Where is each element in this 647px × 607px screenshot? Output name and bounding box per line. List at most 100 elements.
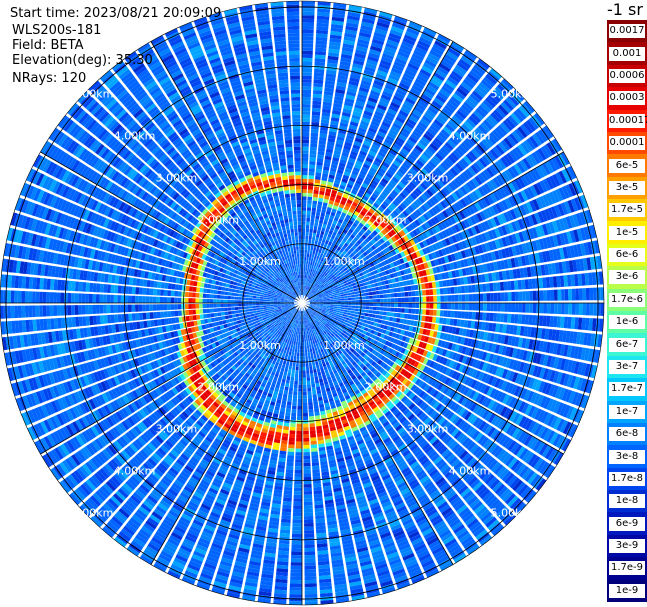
data-cell <box>388 446 397 453</box>
data-cell <box>443 409 452 418</box>
data-cell <box>312 469 320 474</box>
data-cell <box>341 318 346 322</box>
data-cell <box>539 395 548 408</box>
data-cell <box>558 330 564 342</box>
data-cell <box>335 342 340 347</box>
data-cell <box>383 303 388 307</box>
data-cell <box>401 303 405 308</box>
data-cell <box>340 347 345 353</box>
data-cell <box>391 332 397 338</box>
data-cell <box>409 320 415 326</box>
data-cell <box>445 512 457 523</box>
data-cell <box>379 343 385 349</box>
data-cell <box>428 468 439 478</box>
data-cell <box>469 459 479 470</box>
data-cell <box>458 407 466 417</box>
data-cell <box>579 378 587 392</box>
data-cell <box>576 332 582 345</box>
data-cell <box>383 325 388 330</box>
data-cell <box>304 334 306 339</box>
data-cell <box>295 459 302 463</box>
data-cell <box>400 487 411 496</box>
data-cell <box>431 345 438 353</box>
data-cell <box>209 308 214 313</box>
data-cell <box>544 328 550 340</box>
data-cell <box>379 361 386 368</box>
data-cell <box>302 345 305 350</box>
data-cell <box>399 318 404 324</box>
data-cell <box>445 350 451 358</box>
data-cell <box>491 343 497 353</box>
data-cell <box>514 429 524 441</box>
data-cell <box>434 441 443 450</box>
data-cell <box>303 448 310 453</box>
data-cell <box>311 307 315 310</box>
data-cell <box>330 350 335 355</box>
data-cell <box>318 315 323 319</box>
data-cell <box>290 562 302 566</box>
data-cell <box>342 341 347 346</box>
data-cell <box>344 307 348 310</box>
data-cell <box>530 422 540 435</box>
data-cell <box>471 462 482 473</box>
data-cell <box>288 444 295 449</box>
data-cell <box>339 328 344 332</box>
data-cell <box>401 354 407 361</box>
data-cell <box>421 374 429 382</box>
data-cell <box>376 425 384 432</box>
data-cell <box>477 486 488 497</box>
data-cell <box>307 337 311 342</box>
data-cell <box>384 340 390 346</box>
data-cell <box>448 326 453 334</box>
data-cell <box>477 434 486 445</box>
data-cell <box>460 468 471 479</box>
data-cell <box>512 479 523 492</box>
data-cell <box>346 323 351 327</box>
data-cell <box>350 331 355 336</box>
data-cell <box>336 359 341 365</box>
data-cell <box>480 341 487 350</box>
data-cell <box>390 419 399 426</box>
data-cell <box>487 519 500 531</box>
data-cell <box>539 367 546 379</box>
data-cell <box>421 392 429 401</box>
data-cell <box>252 310 257 314</box>
data-cell <box>484 424 493 435</box>
data-cell <box>234 306 239 311</box>
data-cell <box>372 334 377 340</box>
data-cell <box>412 376 419 384</box>
data-cell <box>418 341 424 348</box>
data-cell <box>303 331 306 335</box>
data-cell <box>395 391 403 398</box>
data-cell <box>460 319 465 327</box>
data-cell <box>451 370 458 379</box>
data-cell <box>280 529 291 534</box>
data-cell <box>385 440 393 447</box>
data-cell <box>358 369 364 375</box>
data-cell <box>293 341 296 346</box>
data-cell <box>325 309 330 312</box>
data-cell <box>358 308 363 312</box>
data-cell <box>403 319 408 325</box>
data-cell <box>293 387 298 392</box>
data-cell <box>389 316 394 322</box>
data-cell <box>425 351 432 359</box>
data-cell <box>464 515 477 526</box>
data-cell <box>395 381 402 388</box>
data-cell <box>411 464 421 472</box>
data-cell <box>397 383 405 390</box>
data-cell <box>534 408 543 421</box>
data-cell <box>291 409 297 413</box>
data-cell <box>338 362 343 368</box>
data-cell <box>287 354 291 359</box>
data-cell <box>505 324 511 334</box>
data-cell <box>323 315 327 319</box>
data-cell <box>270 306 274 308</box>
data-cell <box>288 440 295 445</box>
data-cell <box>493 416 502 427</box>
data-cell <box>231 307 235 311</box>
data-cell <box>415 303 420 308</box>
data-cell <box>294 473 302 478</box>
data-cell <box>515 360 522 372</box>
data-cell <box>322 309 326 312</box>
